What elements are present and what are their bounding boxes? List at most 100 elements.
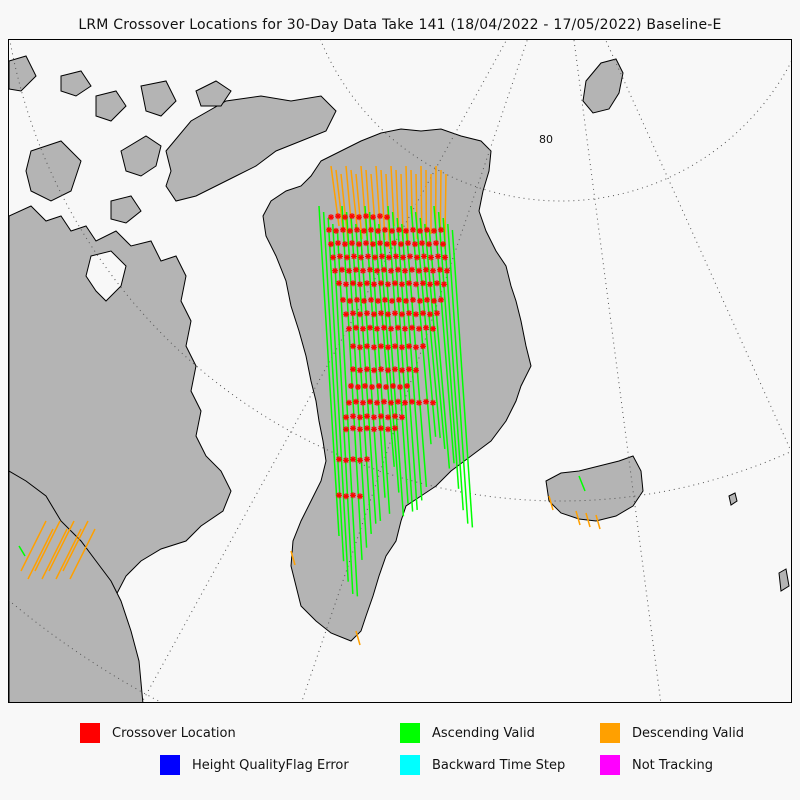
crossover-marker bbox=[372, 254, 378, 261]
crossover-marker bbox=[407, 253, 413, 260]
crossover-marker bbox=[375, 297, 381, 304]
crossover-marker bbox=[371, 344, 377, 351]
crossover-marker bbox=[444, 267, 450, 274]
crossover-marker bbox=[382, 226, 388, 233]
crossover-marker bbox=[328, 214, 334, 221]
descending-track bbox=[34, 520, 61, 572]
ascending-track bbox=[437, 211, 460, 489]
crossover-marker bbox=[381, 398, 387, 405]
crossover-marker bbox=[430, 325, 436, 332]
crossover-marker bbox=[428, 254, 434, 261]
legend-descending: Descending Valid bbox=[600, 723, 744, 743]
crossover-marker bbox=[416, 267, 422, 274]
crossover-marker bbox=[336, 492, 342, 499]
crossover-marker bbox=[386, 254, 392, 261]
svalbard bbox=[582, 58, 624, 114]
crossover-marker bbox=[326, 226, 332, 233]
baffin-bay-gap bbox=[85, 250, 127, 302]
crossover-marker bbox=[421, 253, 427, 260]
crossover-marker bbox=[417, 297, 423, 304]
arctic-island-5 bbox=[60, 70, 92, 97]
crossover-marker bbox=[424, 226, 430, 233]
crossover-marker bbox=[357, 367, 363, 374]
crossover-marker bbox=[354, 296, 360, 303]
crossover-marker bbox=[385, 414, 391, 421]
crossover-marker bbox=[402, 325, 408, 332]
crossover-marker bbox=[378, 413, 384, 420]
crossover-marker bbox=[431, 227, 437, 234]
small-island-right-2 bbox=[778, 568, 790, 592]
arctic-island-7 bbox=[110, 195, 142, 224]
ascending-track bbox=[442, 217, 464, 511]
descending-track bbox=[41, 528, 68, 580]
ascending-track bbox=[322, 211, 345, 562]
crossover-marker bbox=[367, 398, 373, 405]
crossover-marker bbox=[389, 297, 395, 304]
crossover-marker bbox=[347, 227, 353, 234]
crossover-marker bbox=[434, 280, 440, 287]
crossover-marker bbox=[364, 425, 370, 432]
crossover-marker bbox=[392, 413, 398, 420]
ascending-track bbox=[578, 475, 586, 492]
crossover-marker bbox=[438, 226, 444, 233]
ascending-track bbox=[373, 217, 395, 467]
crossover-marker bbox=[374, 325, 380, 332]
descending-track bbox=[350, 169, 359, 231]
descending-track bbox=[20, 520, 47, 572]
crossover-markers bbox=[326, 213, 450, 500]
legend-crossover: Crossover Location bbox=[80, 723, 236, 743]
crossover-marker bbox=[350, 310, 356, 317]
crossover-marker bbox=[420, 310, 426, 317]
crossover-marker bbox=[378, 310, 384, 317]
crossover-marker bbox=[353, 398, 359, 405]
crossover-marker bbox=[427, 311, 433, 318]
descending-track bbox=[375, 165, 382, 232]
legend-swatch-crossover bbox=[80, 723, 100, 743]
ascending-track bbox=[414, 211, 437, 437]
crossover-marker bbox=[350, 366, 356, 373]
crossover-marker bbox=[416, 399, 422, 406]
legend-not-tracking: Not Tracking bbox=[600, 755, 713, 775]
crossover-marker bbox=[399, 344, 405, 351]
crossover-marker bbox=[349, 240, 355, 247]
crossover-marker bbox=[378, 425, 384, 432]
ascending-track bbox=[391, 211, 414, 512]
crossover-marker bbox=[390, 383, 396, 389]
crossover-marker bbox=[437, 266, 443, 273]
crossover-marker bbox=[392, 310, 398, 317]
crossover-marker bbox=[406, 280, 412, 287]
crossover-marker bbox=[409, 324, 415, 331]
crossover-marker bbox=[402, 399, 408, 406]
small-island-right-1 bbox=[728, 492, 738, 506]
crossover-marker bbox=[360, 267, 366, 274]
crossover-marker bbox=[423, 398, 429, 405]
meridian-line bbox=[141, 40, 508, 702]
ascending-track bbox=[345, 211, 368, 548]
crossover-marker bbox=[358, 254, 364, 261]
crossover-marker bbox=[343, 426, 349, 433]
descending-track bbox=[355, 173, 363, 240]
crossover-marker bbox=[376, 383, 382, 389]
crossover-marker bbox=[399, 281, 405, 288]
descending-track bbox=[575, 510, 581, 526]
descending-track bbox=[380, 169, 386, 241]
crossover-marker bbox=[357, 426, 363, 433]
crossover-marker bbox=[414, 254, 420, 261]
crossover-marker bbox=[404, 383, 410, 389]
ellesmere-island bbox=[165, 95, 337, 202]
crossover-marker bbox=[353, 324, 359, 331]
crossover-marker bbox=[371, 311, 377, 318]
crossover-marker bbox=[370, 214, 376, 221]
crossover-marker bbox=[330, 254, 336, 261]
crossover-marker bbox=[344, 254, 350, 261]
arctic-island-3 bbox=[95, 90, 127, 122]
descending-track bbox=[55, 528, 82, 580]
crossover-marker bbox=[424, 296, 430, 303]
legend-label-backward: Backward Time Step bbox=[432, 757, 566, 773]
crossover-marker bbox=[440, 241, 446, 248]
crossover-marker bbox=[416, 325, 422, 332]
crossover-marker bbox=[430, 267, 436, 274]
legend-swatch-descending bbox=[600, 723, 620, 743]
crossover-marker bbox=[363, 213, 369, 220]
crossover-marker bbox=[357, 493, 363, 500]
